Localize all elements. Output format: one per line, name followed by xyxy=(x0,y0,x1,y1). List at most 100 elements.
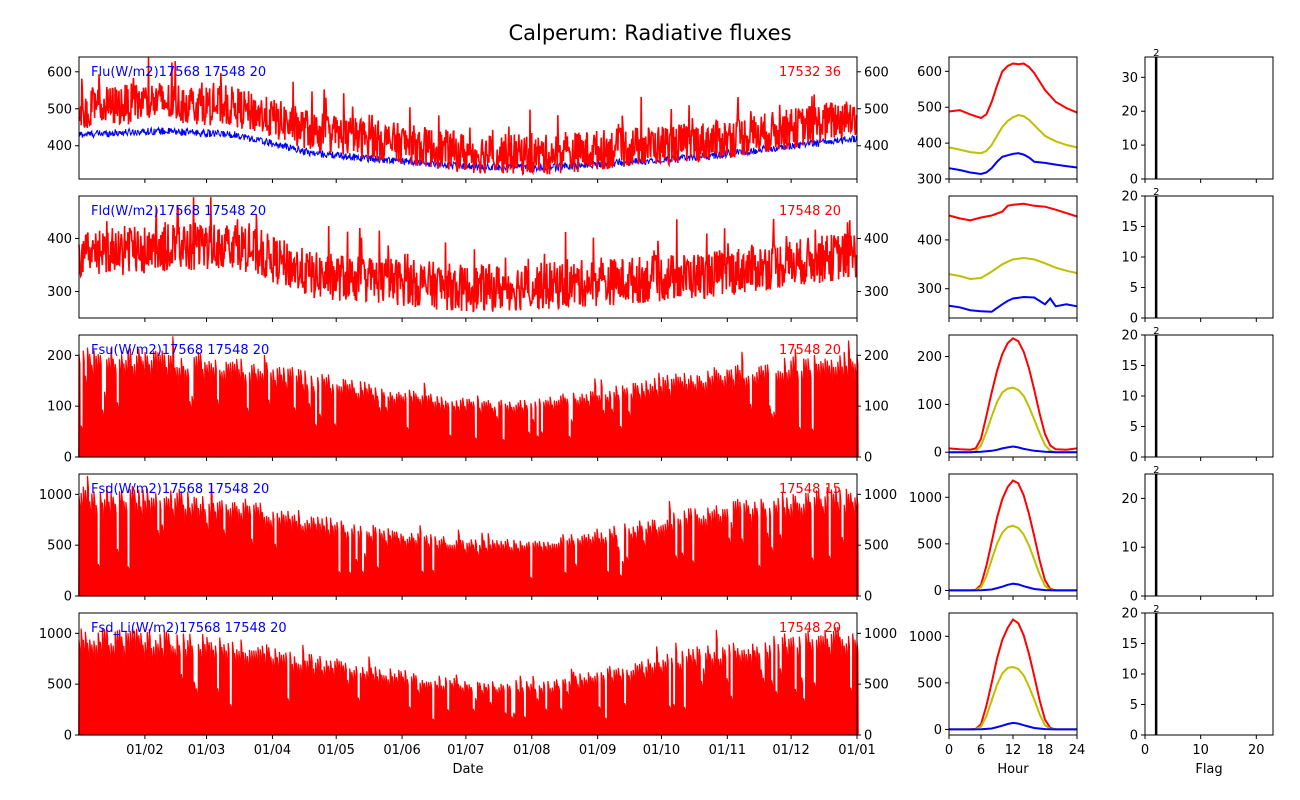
y-tick-label: 10 xyxy=(1121,390,1138,405)
series-count-label: 17548 20 xyxy=(779,621,841,636)
x-tick-label: 6 xyxy=(977,743,985,758)
diurnal-line-blue xyxy=(949,582,1077,592)
diurnal-panel-3: 0 500 1000 xyxy=(909,473,1078,600)
y-tick-label: 1000 xyxy=(909,491,942,506)
y-tick-label: 500 xyxy=(917,101,942,116)
y-tick-label-left: 400 xyxy=(47,139,72,154)
y-tick-label: 500 xyxy=(917,537,942,552)
diurnal-line-blue xyxy=(949,445,1077,454)
y-tick-label-right: 200 xyxy=(864,349,889,364)
y-tick-label: 0 xyxy=(934,446,942,461)
y-tick-label-left: 300 xyxy=(47,285,72,300)
series-line-red xyxy=(78,197,858,313)
series-area-red xyxy=(78,626,859,736)
axes-frame xyxy=(948,473,1078,597)
y-tick-label: 400 xyxy=(917,137,942,152)
y-tick-label: 600 xyxy=(917,65,942,80)
series-label: Fsd(W/m2)17568 17548 20 xyxy=(91,482,269,497)
y-tick-label: 0 xyxy=(1130,451,1138,466)
y-tick-label: 30 xyxy=(1121,71,1138,86)
diurnal-line-red xyxy=(948,337,1078,451)
y-tick-label: 0 xyxy=(1130,312,1138,327)
y-tick-label: 0 xyxy=(1130,173,1138,188)
diurnal-line-yellow xyxy=(948,256,1078,281)
y-tick-label: 10 xyxy=(1121,251,1138,266)
y-tick-label-right: 400 xyxy=(864,232,889,247)
axes-frame xyxy=(1144,612,1274,736)
y-tick-label: 200 xyxy=(917,350,942,365)
timeseries-panel-2: 0 0 100 100 200 200 Fsu(W/m2)17568 17548 20 175… xyxy=(47,334,889,466)
y-tick-label-right: 400 xyxy=(864,139,889,154)
x-axis-label: Date xyxy=(452,762,483,777)
diurnal-panel-2: 0 100 200 xyxy=(917,334,1078,461)
x-axis-label: Flag xyxy=(1195,762,1222,777)
flag-bar-label: 2 xyxy=(1153,187,1159,198)
y-tick-label-left: 500 xyxy=(47,678,72,693)
axes-frame xyxy=(78,56,858,180)
y-tick-label: 15 xyxy=(1121,220,1138,235)
x-axis-label: Hour xyxy=(997,762,1029,777)
series-count-label: 17532 36 xyxy=(779,65,841,80)
y-tick-label-right: 100 xyxy=(864,400,889,415)
y-tick-label: 1000 xyxy=(909,630,942,645)
diurnal-line-blue xyxy=(948,295,1078,313)
diurnal-panel-1: 300 400 xyxy=(917,195,1078,322)
y-tick-label: 15 xyxy=(1121,637,1138,652)
y-tick-label-left: 500 xyxy=(47,102,72,117)
x-tick-label: 01/10 xyxy=(643,743,680,758)
series-line-red xyxy=(78,56,858,176)
diurnal-line-yellow xyxy=(949,386,1077,454)
y-tick-label: 0 xyxy=(1130,590,1138,605)
y-tick-label: 0 xyxy=(1130,729,1138,744)
series-label: Fsu(W/m2)17568 17548 20 xyxy=(91,343,269,358)
y-tick-label: 10 xyxy=(1121,668,1138,683)
x-tick-label: 01/07 xyxy=(447,743,484,758)
x-tick-label: 01/03 xyxy=(188,743,225,758)
y-tick-label: 20 xyxy=(1121,329,1138,344)
y-tick-label-left: 1000 xyxy=(39,488,72,503)
series-count-label: 17548 15 xyxy=(779,482,841,497)
x-tick-label: 01/11 xyxy=(709,743,746,758)
timeseries-panel-0: 400 400 500 500 600 600 Flu(W/m2)17568 17548 2… xyxy=(47,56,889,183)
x-tick-label: 01/05 xyxy=(317,743,354,758)
diurnal-panel-4: 0 500 1000 0 6 12 18 24 Hour xyxy=(909,612,1085,777)
y-tick-label: 15 xyxy=(1121,359,1138,374)
series-count-label: 17548 20 xyxy=(779,343,841,358)
y-tick-label: 0 xyxy=(934,584,942,599)
flag-bar-label: 2 xyxy=(1153,48,1159,59)
y-tick-label-left: 400 xyxy=(47,232,72,247)
y-tick-label-right: 500 xyxy=(864,539,889,554)
axes-frame xyxy=(78,473,858,597)
timeseries-panel-4: 0 0 500 500 1000 1000 01/02 01/03 01/04 01/05 01/0… xyxy=(39,612,897,777)
x-tick-label: 01/06 xyxy=(383,743,420,758)
axes-frame xyxy=(78,195,858,319)
y-tick-label-left: 200 xyxy=(47,349,72,364)
y-tick-label: 5 xyxy=(1130,281,1138,296)
x-tick-label: 01/02 xyxy=(126,743,163,758)
y-tick-label: 20 xyxy=(1121,607,1138,622)
y-tick-label: 300 xyxy=(917,173,942,188)
x-tick-label: 0 xyxy=(945,743,953,758)
flag-bar-label: 2 xyxy=(1153,326,1159,337)
axes-frame xyxy=(1144,473,1274,597)
figure-title: Calperum: Radiative fluxes xyxy=(508,21,791,45)
y-tick-label: 500 xyxy=(917,676,942,691)
diurnal-line-yellow xyxy=(949,665,1077,731)
x-tick-label: 18 xyxy=(1037,743,1054,758)
y-tick-label: 20 xyxy=(1121,190,1138,205)
y-tick-label-left: 0 xyxy=(64,590,72,605)
diurnal-line-red xyxy=(949,479,1077,592)
y-tick-label-right: 1000 xyxy=(864,627,897,642)
x-tick-label: 01/09 xyxy=(579,743,616,758)
axes-frame xyxy=(1144,56,1274,180)
flag-bar-label: 2 xyxy=(1153,465,1159,476)
y-tick-label: 5 xyxy=(1130,698,1138,713)
axes-frame xyxy=(948,612,1078,736)
y-tick-label-right: 600 xyxy=(864,65,889,80)
y-tick-label-right: 500 xyxy=(864,102,889,117)
